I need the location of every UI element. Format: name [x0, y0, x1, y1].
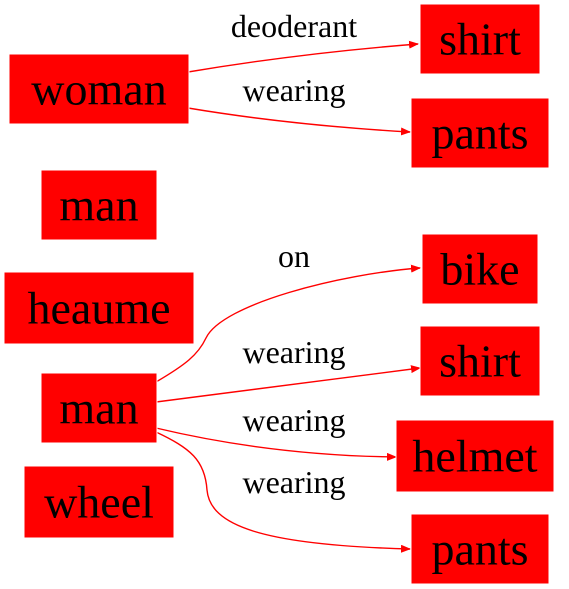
node-label: helmet [412, 431, 537, 482]
edge-label: on [278, 238, 310, 274]
edge-line [155, 365, 421, 403]
edge-woman-shirt: deoderant [187, 8, 419, 73]
node-label: woman [31, 64, 166, 115]
edge-man-pants: wearing [155, 431, 411, 553]
node-man-2[interactable]: man [40, 372, 158, 444]
edge-man-bike: on [155, 238, 421, 383]
node-bike[interactable]: bike [421, 233, 539, 305]
node-woman[interactable]: woman [8, 53, 190, 125]
node-pants-2[interactable]: pants [410, 513, 550, 585]
edge-line [187, 107, 411, 136]
node-helmet[interactable]: helmet [395, 419, 555, 493]
node-label: heaume [27, 283, 170, 334]
node-label: bike [440, 244, 519, 295]
edge-man-shirt: wearing [155, 334, 421, 403]
node-heaume[interactable]: heaume [3, 271, 195, 345]
node-box [419, 325, 541, 397]
node-box [421, 233, 539, 305]
node-box [410, 513, 550, 585]
edge-label: wearing [242, 72, 345, 108]
node-box [410, 97, 550, 169]
edge-woman-pants: wearing [187, 72, 411, 136]
node-box [40, 169, 158, 241]
node-label: man [59, 383, 138, 434]
edge-label: wearing [242, 334, 345, 370]
edge-label: wearing [242, 464, 345, 500]
edge-line [155, 431, 411, 553]
node-box [395, 419, 555, 493]
edge-label: wearing [242, 402, 345, 438]
node-box [3, 271, 195, 345]
node-man-1[interactable]: man [40, 169, 158, 241]
node-shirt-1[interactable]: shirt [419, 3, 541, 75]
edge-line [187, 40, 419, 73]
node-box [419, 3, 541, 75]
node-label: shirt [439, 336, 521, 387]
node-label: wheel [44, 477, 154, 528]
node-wheel[interactable]: wheel [23, 465, 175, 539]
node-label: man [59, 180, 138, 231]
node-box [40, 372, 158, 444]
node-box [8, 53, 190, 125]
edge-label: deoderant [231, 8, 357, 44]
edge-line [155, 264, 421, 383]
edge-line [155, 427, 397, 461]
node-label: shirt [439, 14, 521, 65]
node-box [23, 465, 175, 539]
node-label: pants [431, 524, 528, 575]
edge-man-helmet: wearing [155, 402, 397, 461]
node-pants-1[interactable]: pants [410, 97, 550, 169]
node-label: pants [431, 108, 528, 159]
node-shirt-2[interactable]: shirt [419, 325, 541, 397]
